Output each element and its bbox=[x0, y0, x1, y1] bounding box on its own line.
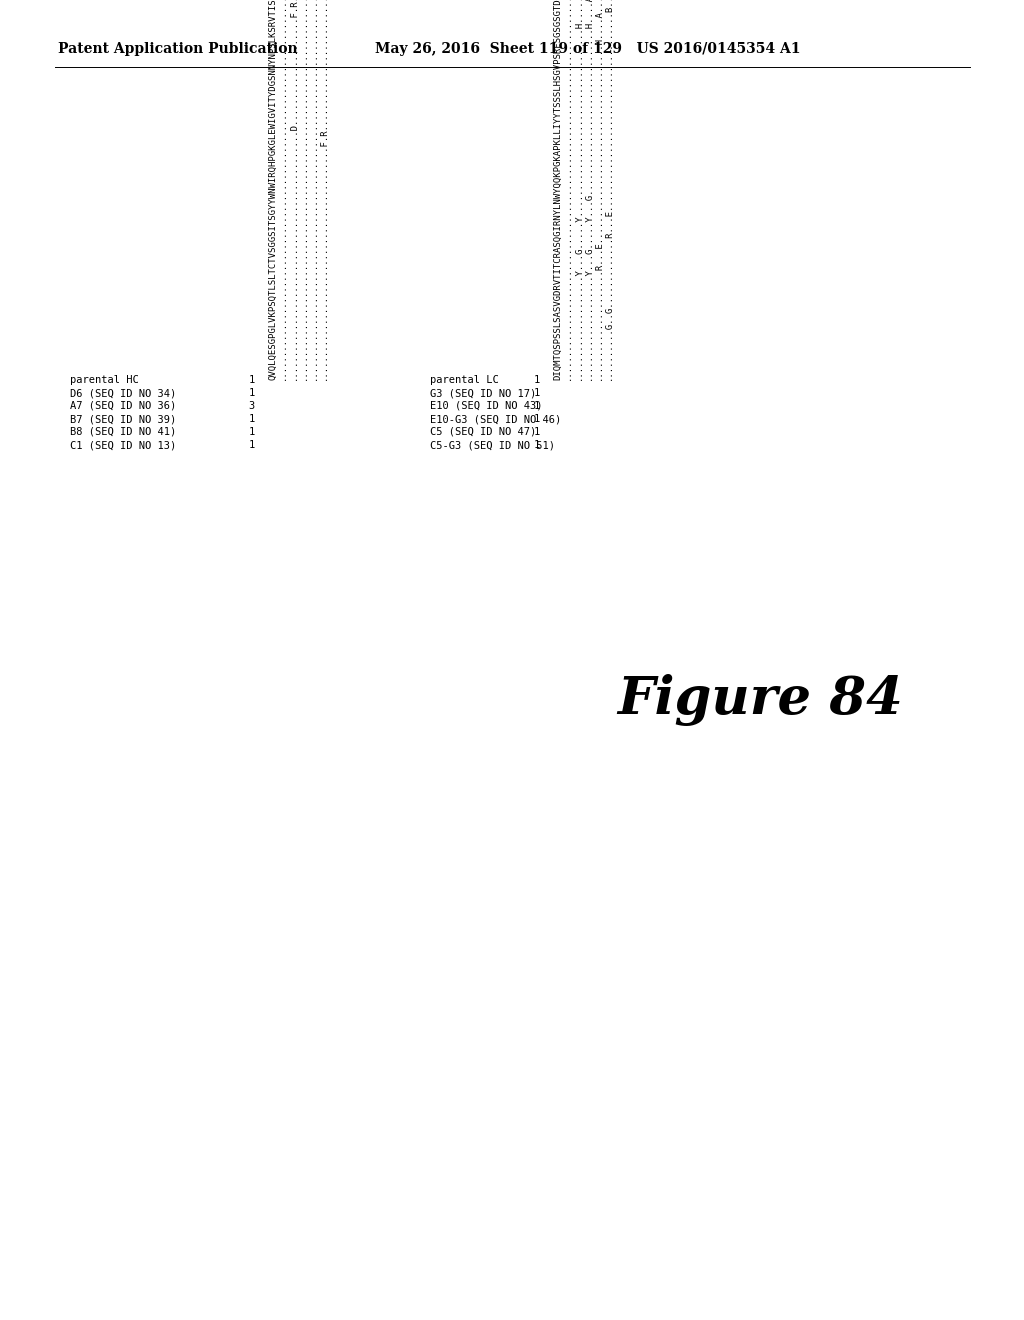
Text: Patent Application Publication: Patent Application Publication bbox=[58, 42, 298, 55]
Text: ..........................................................................F.R...: ........................................… bbox=[309, 0, 317, 380]
Text: ..........................................................................F.I...: ........................................… bbox=[299, 0, 307, 380]
Text: C5 (SEQ ID NO 47): C5 (SEQ ID NO 47) bbox=[430, 426, 537, 437]
Text: B8 (SEQ ID NO 41): B8 (SEQ ID NO 41) bbox=[70, 426, 176, 437]
Text: ..........G..G.............R...E.....................................B....A.....: ..........G..G.............R...E........… bbox=[604, 0, 613, 380]
Text: ...............................................D....................F.R.........: ........................................… bbox=[289, 0, 297, 380]
Text: 1: 1 bbox=[249, 426, 255, 437]
Text: 1: 1 bbox=[249, 375, 255, 385]
Text: 1: 1 bbox=[534, 375, 540, 385]
Text: 1: 1 bbox=[249, 388, 255, 399]
Text: parental LC: parental LC bbox=[430, 375, 499, 385]
Text: DIQMTQSPSSLSASVGDRVTITCRASQGIRNYLNWYQQKPGKAPKLLIYYTSSSLHSGVPSRFSGSGSGTDFTLTISSLQ: DIQMTQSPSSLSASVGDRVTITCRASQGIRNYLNWYQQKP… bbox=[553, 0, 562, 380]
Text: 1: 1 bbox=[534, 440, 540, 450]
Text: B7 (SEQ ID NO 39): B7 (SEQ ID NO 39) bbox=[70, 414, 176, 424]
Text: parental HC: parental HC bbox=[70, 375, 138, 385]
Text: C1 (SEQ ID NO 13): C1 (SEQ ID NO 13) bbox=[70, 440, 176, 450]
Text: 1: 1 bbox=[534, 388, 540, 399]
Text: ....................Y...G.....Y...G...............................H....A......: ....................Y...G.....Y...G.....… bbox=[584, 0, 593, 380]
Text: May 26, 2016  Sheet 119 of 129   US 2016/0145354 A1: May 26, 2016 Sheet 119 of 129 US 2016/01… bbox=[375, 42, 801, 55]
Text: ................................................................................: ........................................… bbox=[563, 0, 572, 380]
Text: 1: 1 bbox=[249, 414, 255, 424]
Text: 1: 1 bbox=[534, 414, 540, 424]
Text: 1: 1 bbox=[534, 426, 540, 437]
Text: ............................................F.R..............................: ........................................… bbox=[319, 0, 328, 380]
Text: ..........................................................................F.K...: ........................................… bbox=[279, 0, 287, 380]
Text: Figure 84: Figure 84 bbox=[617, 675, 903, 726]
Text: ....................Y...G.....Y...................................H.....A......: ....................Y...G.....Y.........… bbox=[573, 0, 583, 380]
Text: D6 (SEQ ID NO 34): D6 (SEQ ID NO 34) bbox=[70, 388, 176, 399]
Text: G3 (SEQ ID NO 17): G3 (SEQ ID NO 17) bbox=[430, 388, 537, 399]
Text: .....................R...E.....................................H....A......: .....................R...E..............… bbox=[594, 0, 603, 380]
Text: E10-G3 (SEQ ID NO 46): E10-G3 (SEQ ID NO 46) bbox=[430, 414, 561, 424]
Text: 1: 1 bbox=[249, 440, 255, 450]
Text: 1: 1 bbox=[534, 401, 540, 411]
Text: A7 (SEQ ID NO 36): A7 (SEQ ID NO 36) bbox=[70, 401, 176, 411]
Text: QVQLQESGPGLVKPSQTLSLTCTVSGGSITSGYYWNWIRQHPGKGLEWIGVITYDGSNNYNPSLKSRVTISRDTSKNQFS: QVQLQESGPGLVKPSQTLSLTCTVSGGSITSGYYWNWIRQ… bbox=[268, 0, 278, 380]
Text: C5-G3 (SEQ ID NO 51): C5-G3 (SEQ ID NO 51) bbox=[430, 440, 555, 450]
Text: E10 (SEQ ID NO 43): E10 (SEQ ID NO 43) bbox=[430, 401, 543, 411]
Text: 3: 3 bbox=[249, 401, 255, 411]
